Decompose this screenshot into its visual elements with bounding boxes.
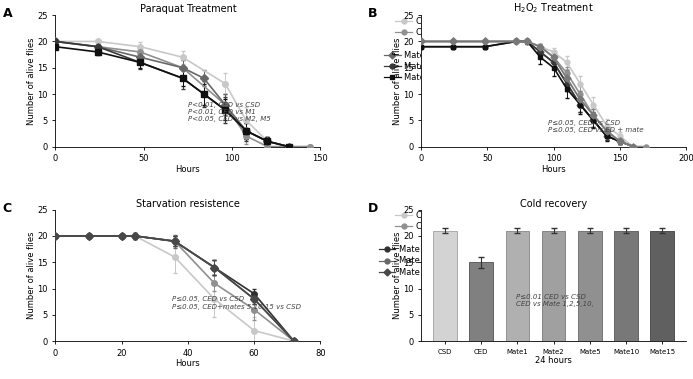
Text: C: C [3,202,12,215]
Text: B: B [368,7,378,20]
Legend: Mate 5, Mate 10, Mate 15: Mate 5, Mate 10, Mate 15 [379,245,433,277]
Y-axis label: Number of alive flies: Number of alive flies [27,37,36,125]
Bar [651,231,674,341]
Title: Cold recovery: Cold recovery [520,199,587,209]
Title: Starvation resistence: Starvation resistence [136,199,240,209]
X-axis label: 24 hours: 24 hours [535,356,572,365]
Bar [542,231,565,341]
Y-axis label: Number of alive flies: Number of alive flies [27,232,36,319]
Text: P≤0.05, CED vs CSD
P≤0.05, CED vs ED + mate: P≤0.05, CED vs CSD P≤0.05, CED vs ED + m… [548,120,644,133]
Text: P≤0.01 CED vs CSD
CED vs Mate 1,2,5,10,: P≤0.01 CED vs CSD CED vs Mate 1,2,5,10, [516,294,595,307]
X-axis label: Hours: Hours [175,359,200,368]
Bar [506,231,529,341]
Y-axis label: Number of alive flies: Number of alive flies [392,37,401,125]
Bar [469,262,493,341]
Text: D: D [368,202,378,215]
Bar [614,231,638,341]
Text: A: A [3,7,12,20]
X-axis label: Hours: Hours [175,164,200,174]
X-axis label: Hours: Hours [541,164,566,174]
Legend: Mate 1, Mate 2, Mate 5: Mate 1, Mate 2, Mate 5 [384,51,433,82]
Y-axis label: Number of alive flies: Number of alive flies [392,232,401,319]
Text: P≤0.05, CED vs CSD
P≤0.05, CED+mates 5,10,15 vs CSD: P≤0.05, CED vs CSD P≤0.05, CED+mates 5,1… [172,296,301,310]
Bar [433,231,457,341]
Bar [578,231,602,341]
Title: Paraquat Treatment: Paraquat Treatment [139,5,236,14]
Text: P<0.01, CED vs CSD
P<0.01, CED vs M1
P<0.05, CED vs M2, M5: P<0.01, CED vs CSD P<0.01, CED vs M1 P<0… [188,102,271,122]
Title: H$_2$O$_2$ Treatment: H$_2$O$_2$ Treatment [514,2,594,15]
